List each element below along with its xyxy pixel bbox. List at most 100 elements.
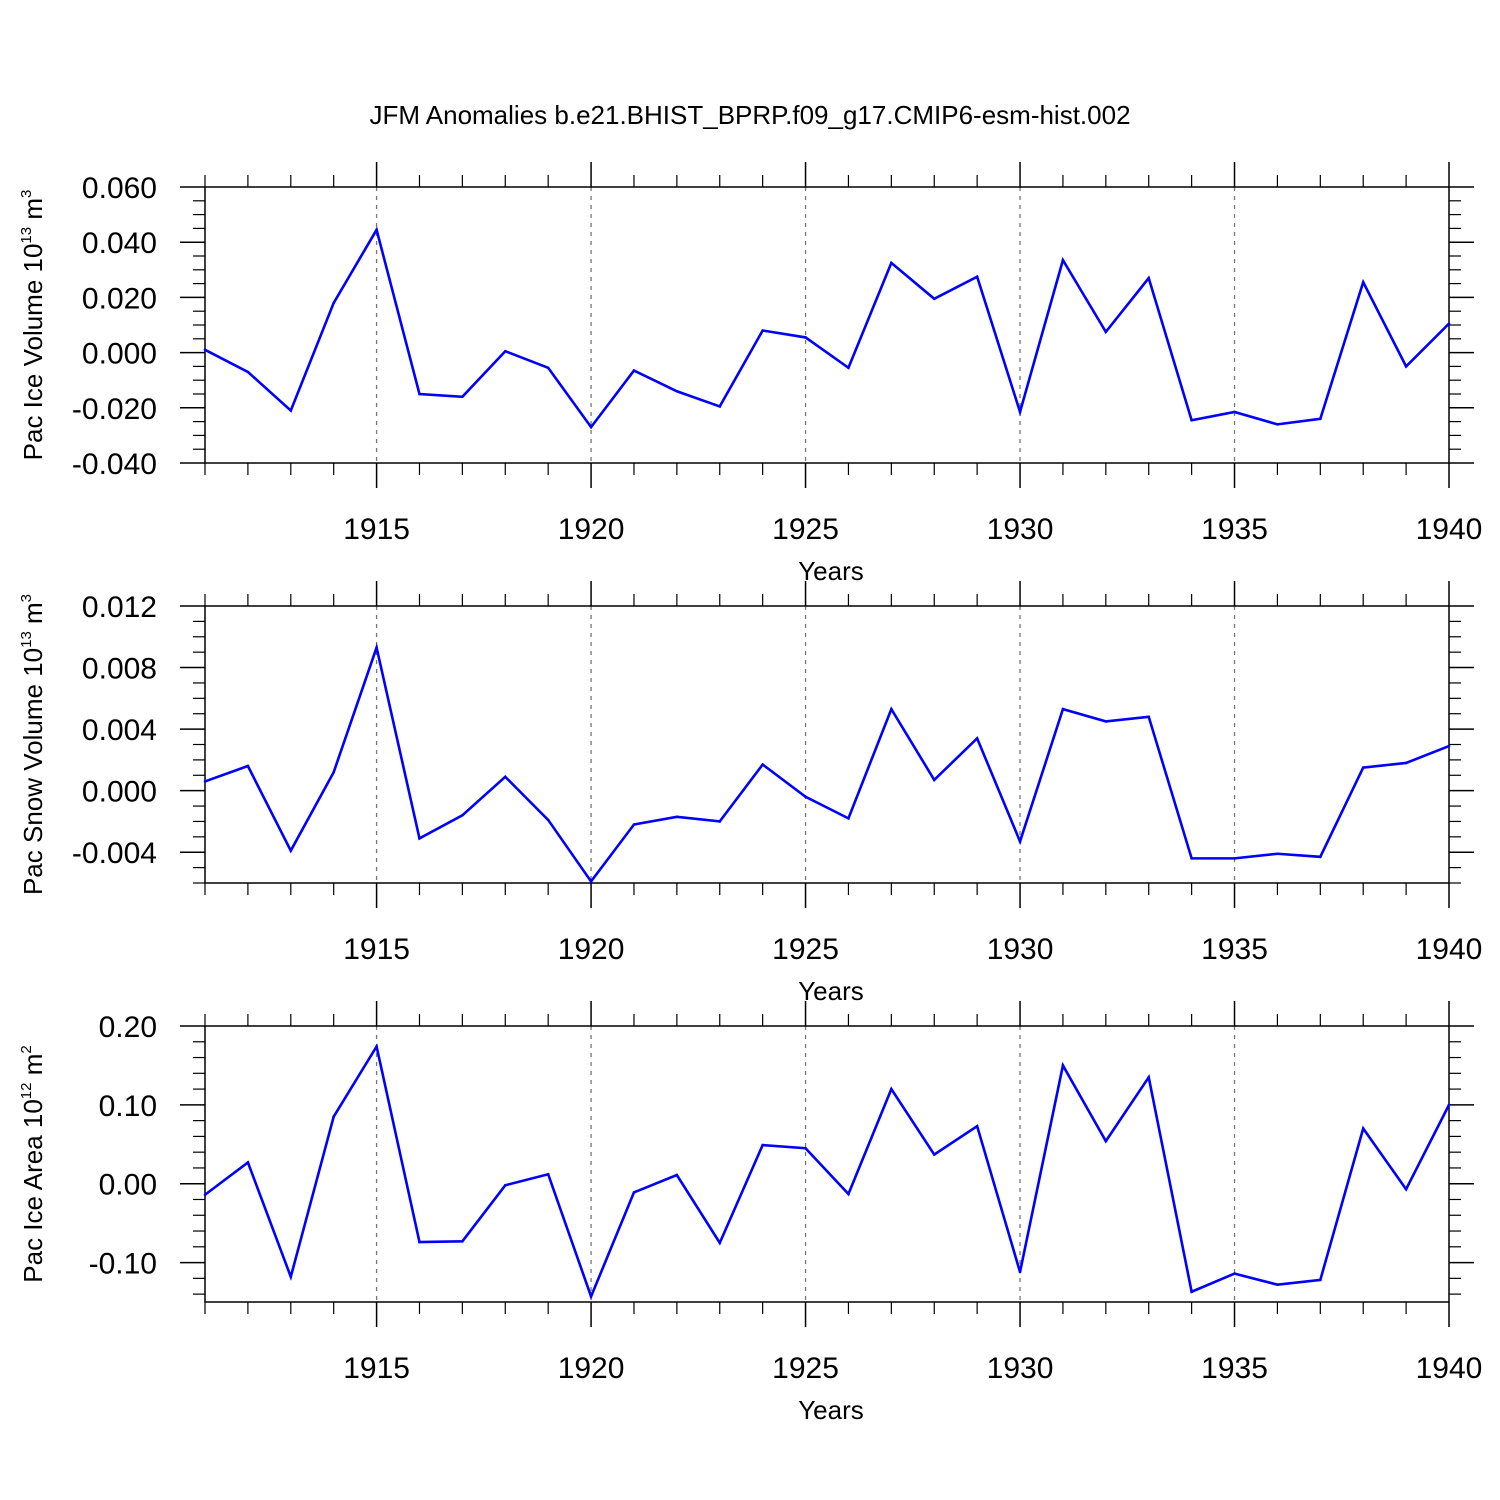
panel-1: -0.040 -0.020 0.000 0.020 0.040 0.060 1915 1920… bbox=[18, 162, 1482, 586]
y-tick-label: 0.20 bbox=[99, 1011, 157, 1044]
series-line-pac-ice-volume bbox=[204, 226, 1450, 430]
data-point bbox=[1104, 330, 1108, 334]
y-tick-label: 0.004 bbox=[82, 714, 157, 747]
data-point bbox=[546, 1172, 550, 1176]
data-point bbox=[1361, 766, 1365, 769]
data-point bbox=[203, 348, 207, 352]
series-line-pac-ice-area bbox=[204, 1043, 1451, 1301]
data-point bbox=[503, 775, 507, 779]
y-axis-label-superscript: 3 bbox=[18, 190, 35, 198]
data-point bbox=[203, 1193, 207, 1197]
y-axis-label-part: Pac Snow Volume 10 bbox=[18, 648, 48, 895]
x-axis-label: Years bbox=[798, 1395, 864, 1425]
x-tick-label: 1930 bbox=[987, 513, 1054, 546]
data-point bbox=[804, 336, 807, 339]
data-point bbox=[1276, 852, 1279, 856]
data-point bbox=[246, 370, 250, 374]
data-point bbox=[890, 707, 893, 711]
x-tick-label: 1925 bbox=[772, 933, 839, 966]
data-point bbox=[1190, 1290, 1193, 1294]
x-tick-label: 1940 bbox=[1416, 933, 1483, 966]
data-point bbox=[847, 366, 850, 370]
data-point bbox=[1276, 1283, 1279, 1286]
x-tick-label: 1935 bbox=[1201, 513, 1268, 546]
y-axis-label-superscript: 2 bbox=[18, 1045, 35, 1053]
y-tick-label: 0.008 bbox=[82, 653, 157, 686]
data-point bbox=[1018, 1270, 1022, 1274]
y-tick-label: 0.020 bbox=[82, 282, 157, 315]
y-tick-label: 0.10 bbox=[99, 1090, 157, 1123]
data-point bbox=[1018, 410, 1022, 414]
data-point bbox=[289, 1275, 293, 1279]
x-tick-label: 1915 bbox=[343, 513, 410, 546]
y-tick-label: 0.040 bbox=[82, 227, 157, 260]
data-point bbox=[675, 815, 679, 819]
y-tick-label: -0.040 bbox=[72, 448, 157, 481]
y-axis-label-part: m bbox=[18, 1054, 48, 1083]
data-point bbox=[932, 297, 936, 301]
data-point bbox=[632, 823, 636, 826]
y-axis-label-superscript: 12 bbox=[18, 1082, 35, 1099]
x-tick-label: 1930 bbox=[987, 933, 1054, 966]
y-tick-label: 0.000 bbox=[82, 776, 157, 809]
data-point bbox=[332, 770, 335, 774]
data-point bbox=[932, 778, 936, 782]
y-tick-label: 0.000 bbox=[82, 338, 157, 371]
data-point bbox=[975, 737, 979, 740]
data-point bbox=[461, 1239, 464, 1243]
y-axis-label: Pac Ice Area 1012 m2 bbox=[18, 1045, 48, 1282]
y-tick-label: -0.020 bbox=[72, 393, 157, 426]
x-tick-label: 1925 bbox=[772, 513, 839, 546]
y-axis-label-part: m bbox=[18, 198, 48, 227]
data-point bbox=[418, 1240, 421, 1244]
data-point bbox=[1276, 423, 1279, 426]
data-point bbox=[975, 275, 979, 279]
plot-frame bbox=[204, 186, 1450, 464]
data-point bbox=[503, 349, 507, 353]
figure-title: JFM Anomalies b.e21.BHIST_BPRP.f09_g17.C… bbox=[369, 100, 1130, 130]
data-point bbox=[1147, 715, 1151, 719]
data-point bbox=[1447, 744, 1451, 748]
data-point bbox=[1190, 857, 1193, 860]
x-tick-label: 1940 bbox=[1416, 1352, 1483, 1385]
data-point bbox=[289, 849, 293, 852]
x-tick-label: 1940 bbox=[1416, 513, 1483, 546]
data-point bbox=[332, 301, 335, 305]
x-tick-label: 1935 bbox=[1201, 1352, 1268, 1385]
data-point bbox=[975, 1124, 979, 1128]
data-point bbox=[632, 369, 636, 372]
panel-2: -0.004 0.000 0.004 0.008 0.012 1915 1920 1925 19… bbox=[18, 581, 1482, 1006]
x-tick-label: 1920 bbox=[558, 1352, 625, 1385]
data-point bbox=[675, 1173, 679, 1177]
data-point bbox=[589, 425, 593, 429]
x-tick-label: 1915 bbox=[343, 1352, 410, 1385]
data-point bbox=[847, 817, 850, 820]
data-point bbox=[1447, 322, 1451, 325]
data-point bbox=[1361, 1127, 1365, 1130]
y-axis-label: Pac Ice Volume 1013 m3 bbox=[18, 190, 48, 461]
y-tick-label: -0.004 bbox=[72, 837, 157, 870]
x-tick-label: 1935 bbox=[1201, 933, 1268, 966]
data-point bbox=[761, 329, 764, 332]
y-axis-label-text: Pac Snow Volume 1013 m3 bbox=[18, 594, 48, 895]
data-point bbox=[718, 1241, 722, 1245]
data-point bbox=[804, 1146, 807, 1150]
panels: -0.040 -0.020 0.000 0.020 0.040 0.060 1915 1920… bbox=[18, 162, 1482, 1425]
data-point bbox=[461, 813, 464, 817]
data-point bbox=[632, 1191, 636, 1194]
data-point bbox=[375, 1045, 378, 1048]
data-point bbox=[375, 228, 378, 232]
y-axis-label-text: Pac Ice Volume 1013 m3 bbox=[18, 190, 48, 461]
y-axis-label: Pac Snow Volume 1013 m3 bbox=[18, 594, 48, 895]
data-point bbox=[1147, 1075, 1151, 1079]
x-axis-label: Years bbox=[798, 976, 864, 1006]
y-tick-label: 0.012 bbox=[82, 591, 157, 624]
x-axis-label: Years bbox=[798, 556, 864, 586]
data-point bbox=[718, 405, 722, 408]
data-point bbox=[761, 1143, 764, 1147]
data-point bbox=[1190, 418, 1193, 422]
panel-3: -0.10 0.00 0.10 0.20 1915 1920 1925 1930 1935 194… bbox=[18, 1001, 1482, 1425]
data-point bbox=[1404, 365, 1408, 368]
series-line-pac-snow-volume bbox=[204, 642, 1450, 884]
data-point bbox=[1104, 720, 1108, 723]
